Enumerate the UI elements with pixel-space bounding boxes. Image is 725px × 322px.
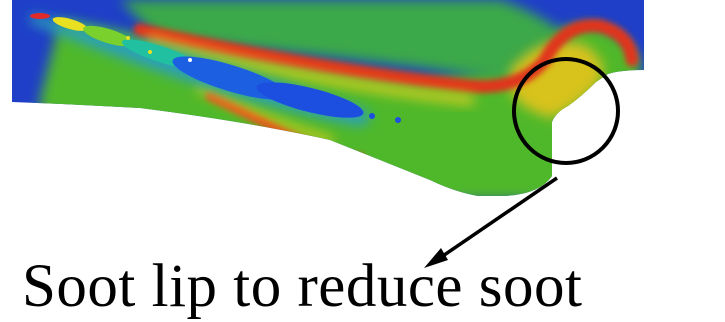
stray-particle: [188, 58, 192, 62]
stray-particle: [126, 36, 130, 40]
spray-particles-cold-tail: [256, 82, 364, 118]
spray-particles: [30, 13, 401, 123]
spray-tip-particle: [30, 13, 50, 19]
stray-particle: [395, 117, 401, 123]
spray-particles-warm: [52, 17, 88, 31]
pointer-arrow-icon: [424, 176, 558, 268]
stray-particle: [148, 50, 152, 54]
stray-particle: [369, 113, 375, 119]
flame-front-lower-glow: [196, 84, 334, 144]
flame-front-upper-glow: [145, 35, 475, 105]
flame-front-upper: [133, 19, 639, 93]
caption: Soot lip to reduce soot: [22, 253, 583, 320]
soot-lip-highlight-icon: [512, 57, 620, 165]
spray-particles-mid: [83, 25, 133, 47]
upper-green-region: [120, 0, 590, 82]
